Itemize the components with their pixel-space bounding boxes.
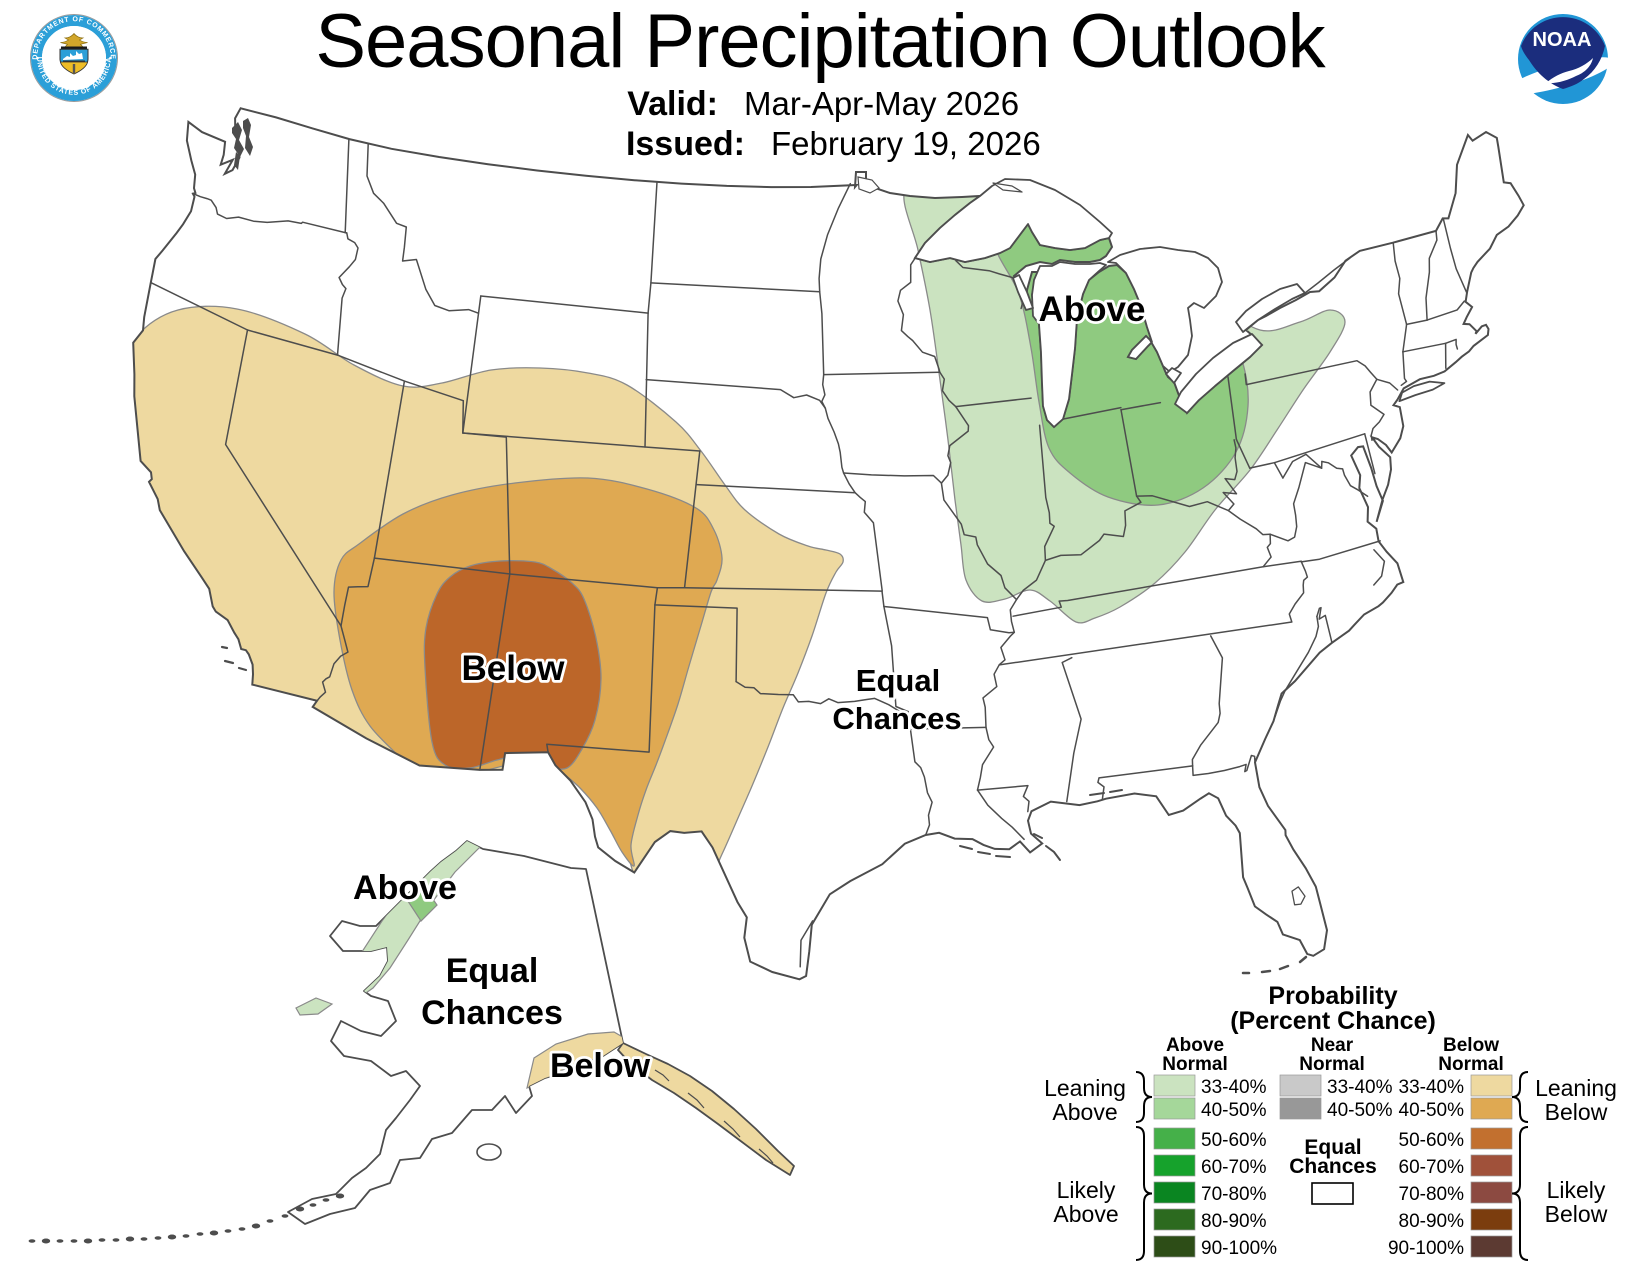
- svg-text:40-50%: 40-50%: [1201, 1100, 1267, 1121]
- svg-text:Above: Above: [1166, 1035, 1224, 1056]
- svg-text:Below: Below: [461, 649, 565, 688]
- svg-text:Above: Above: [1053, 1201, 1118, 1227]
- svg-text:Normal: Normal: [1438, 1054, 1503, 1075]
- svg-text:Equal: Equal: [856, 663, 940, 698]
- svg-text:50-60%: 50-60%: [1399, 1130, 1465, 1151]
- svg-text:Chances: Chances: [1289, 1155, 1377, 1178]
- svg-text:33-40%: 33-40%: [1201, 1077, 1267, 1098]
- svg-text:February 19, 2026: February 19, 2026: [771, 125, 1041, 162]
- svg-text:Normal: Normal: [1299, 1054, 1364, 1075]
- svg-text:40-50%: 40-50%: [1399, 1100, 1465, 1121]
- svg-text:Chances: Chances: [421, 994, 563, 1032]
- svg-text:Valid:: Valid:: [627, 85, 718, 123]
- svg-text:Leaning: Leaning: [1044, 1075, 1126, 1101]
- svg-text:Below: Below: [1545, 1201, 1608, 1227]
- svg-text:Below: Below: [550, 1047, 651, 1085]
- svg-text:33-40%: 33-40%: [1399, 1077, 1465, 1098]
- svg-text:(Percent Chance): (Percent Chance): [1230, 1007, 1436, 1035]
- svg-text:Above: Above: [1052, 1099, 1117, 1125]
- svg-text:Seasonal Precipitation Outlook: Seasonal Precipitation Outlook: [315, 0, 1326, 84]
- svg-text:Likely: Likely: [1057, 1177, 1116, 1203]
- svg-text:Below: Below: [1443, 1035, 1499, 1056]
- svg-text:Above: Above: [1039, 290, 1146, 329]
- svg-text:60-70%: 60-70%: [1201, 1157, 1267, 1178]
- svg-text:Equal: Equal: [446, 952, 539, 990]
- svg-text:50-60%: 50-60%: [1201, 1130, 1267, 1151]
- svg-text:60-70%: 60-70%: [1399, 1157, 1465, 1178]
- svg-text:NOAA: NOAA: [1533, 29, 1592, 51]
- svg-text:Below: Below: [1545, 1099, 1608, 1125]
- svg-text:Above: Above: [353, 869, 457, 907]
- svg-text:Equal: Equal: [1304, 1136, 1361, 1159]
- svg-text:Near: Near: [1311, 1035, 1354, 1056]
- svg-text:Leaning: Leaning: [1535, 1075, 1617, 1101]
- svg-text:40-50%: 40-50%: [1327, 1100, 1393, 1121]
- svg-text:Issued:: Issued:: [626, 125, 745, 163]
- svg-text:Mar-Apr-May 2026: Mar-Apr-May 2026: [744, 85, 1019, 122]
- svg-text:Probability: Probability: [1268, 982, 1397, 1010]
- svg-text:70-80%: 70-80%: [1201, 1184, 1267, 1205]
- svg-text:70-80%: 70-80%: [1399, 1184, 1465, 1205]
- svg-text:Likely: Likely: [1547, 1177, 1606, 1203]
- svg-text:Chances: Chances: [832, 701, 961, 736]
- svg-text:80-90%: 80-90%: [1399, 1211, 1465, 1232]
- svg-text:90-100%: 90-100%: [1201, 1238, 1277, 1259]
- svg-text:33-40%: 33-40%: [1327, 1077, 1393, 1098]
- svg-text:Normal: Normal: [1162, 1054, 1227, 1075]
- svg-text:90-100%: 90-100%: [1388, 1238, 1464, 1259]
- svg-text:80-90%: 80-90%: [1201, 1211, 1267, 1232]
